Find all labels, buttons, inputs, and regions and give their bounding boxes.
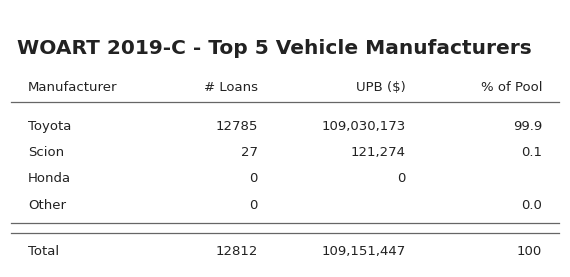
Text: 0.1: 0.1	[521, 146, 542, 159]
Text: UPB ($): UPB ($)	[356, 81, 405, 94]
Text: Scion: Scion	[28, 146, 64, 159]
Text: % of Pool: % of Pool	[481, 81, 542, 94]
Text: 109,030,173: 109,030,173	[321, 120, 405, 133]
Text: Honda: Honda	[28, 172, 71, 185]
Text: 121,274: 121,274	[351, 146, 405, 159]
Text: Toyota: Toyota	[28, 120, 71, 133]
Text: Total: Total	[28, 245, 59, 258]
Text: Other: Other	[28, 199, 66, 212]
Text: 0: 0	[249, 172, 258, 185]
Text: 0: 0	[397, 172, 405, 185]
Text: # Loans: # Loans	[203, 81, 258, 94]
Text: 27: 27	[241, 146, 258, 159]
Text: Manufacturer: Manufacturer	[28, 81, 117, 94]
Text: WOART 2019-C - Top 5 Vehicle Manufacturers: WOART 2019-C - Top 5 Vehicle Manufacture…	[17, 39, 532, 58]
Text: 109,151,447: 109,151,447	[321, 245, 405, 258]
Text: 0: 0	[249, 199, 258, 212]
Text: 0.0: 0.0	[522, 199, 542, 212]
Text: 12785: 12785	[215, 120, 258, 133]
Text: 12812: 12812	[215, 245, 258, 258]
Text: 100: 100	[517, 245, 542, 258]
Text: 99.9: 99.9	[513, 120, 542, 133]
